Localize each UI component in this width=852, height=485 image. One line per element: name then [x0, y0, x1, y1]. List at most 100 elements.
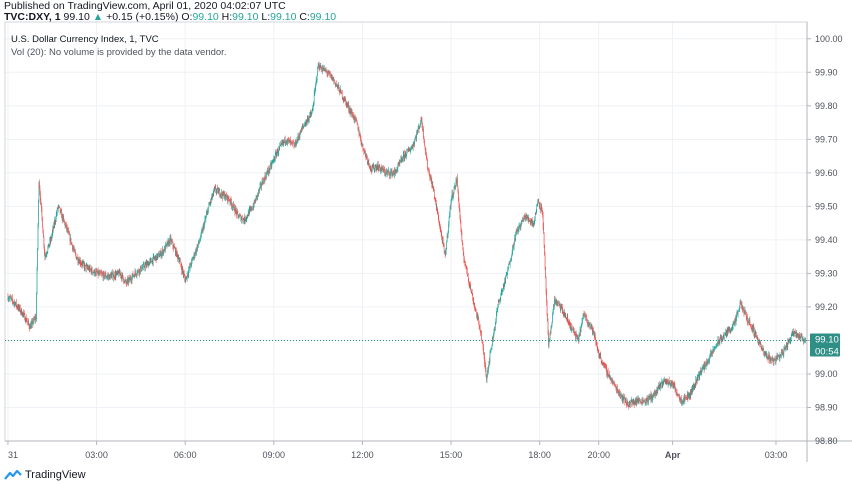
- candle: [164, 245, 166, 251]
- candle: [527, 215, 528, 219]
- candle: [363, 148, 365, 155]
- candle: [143, 261, 145, 266]
- candle-body: [215, 191, 217, 192]
- candle: [526, 213, 527, 221]
- candle: [130, 277, 132, 285]
- candle: [607, 367, 609, 378]
- candle-body: [595, 336, 596, 340]
- candle: [478, 316, 479, 325]
- candle-body: [158, 253, 159, 254]
- candle: [524, 215, 526, 222]
- candle-body: [508, 263, 510, 265]
- candle-body: [355, 119, 357, 120]
- candle-body: [653, 394, 654, 396]
- candle: [167, 238, 169, 245]
- candle: [52, 226, 54, 233]
- candle-body: [272, 161, 273, 164]
- candle: [541, 203, 542, 211]
- candle: [98, 270, 99, 276]
- candle-body: [169, 237, 171, 244]
- candle-body: [601, 362, 603, 364]
- candle-body: [228, 199, 230, 201]
- candle: [85, 264, 87, 272]
- candle: [198, 241, 200, 245]
- candle-body: [120, 275, 122, 277]
- candle-body: [163, 250, 164, 254]
- candle-body: [101, 273, 103, 275]
- candle: [137, 270, 138, 276]
- time-axis[interactable]: 31 03:00 06:00 09:00 12:00 15:00 18:00 20:00 Apr…: [7, 441, 787, 460]
- candle-body: [800, 335, 802, 336]
- candle: [288, 136, 289, 145]
- x-tick-label: 06:00: [174, 450, 197, 460]
- candle: [151, 257, 153, 265]
- candle: [801, 332, 802, 337]
- candle-body: [49, 240, 51, 245]
- candle-body: [88, 267, 90, 271]
- candle-body: [573, 329, 574, 331]
- footer-brand[interactable]: TradingView: [4, 469, 86, 481]
- candle: [739, 299, 741, 309]
- candle-body: [151, 261, 152, 264]
- candle-body: [58, 205, 60, 207]
- candle-body: [374, 166, 376, 170]
- candle: [603, 361, 605, 368]
- candle: [565, 316, 567, 320]
- candle-body: [451, 198, 452, 200]
- candle-body: [783, 353, 784, 355]
- candle: [11, 297, 12, 301]
- candle-body: [356, 119, 357, 121]
- candle: [34, 316, 35, 321]
- candle: [328, 70, 329, 74]
- candle: [340, 88, 342, 94]
- candle: [255, 198, 256, 204]
- candle-body: [761, 348, 763, 350]
- candle-body: [191, 259, 192, 265]
- candle-body: [408, 149, 409, 151]
- candle-body: [764, 351, 766, 353]
- candle-body: [293, 143, 295, 147]
- candle: [415, 134, 417, 143]
- candle: [26, 317, 27, 323]
- chart-legend-title[interactable]: U.S. Dollar Currency Index, 1, TVC: [11, 34, 159, 45]
- candle-body: [38, 200, 39, 226]
- candle-body: [411, 147, 412, 148]
- candle-body: [321, 67, 322, 71]
- candle: [91, 265, 92, 275]
- candle: [434, 189, 435, 200]
- candle-body: [367, 161, 369, 163]
- candle-body: [749, 320, 750, 323]
- candle-body: [252, 206, 254, 209]
- candle: [326, 70, 328, 78]
- candle: [189, 262, 190, 269]
- candle: [729, 327, 731, 332]
- candle: [414, 136, 416, 141]
- candle: [707, 358, 709, 366]
- candle: [770, 355, 771, 364]
- price-axis[interactable]: 100.0099.9099.8099.7099.6099.5099.4099.3…: [807, 34, 843, 446]
- candle: [353, 116, 355, 123]
- candle-body: [725, 333, 726, 335]
- candle: [39, 179, 40, 189]
- candle: [692, 383, 694, 392]
- candle: [592, 325, 593, 336]
- candle: [740, 301, 742, 305]
- candle: [724, 332, 726, 337]
- candle-body: [443, 246, 445, 252]
- candle: [243, 217, 245, 221]
- candle-body: [492, 337, 493, 346]
- y-tick-label: 99.90: [815, 67, 838, 77]
- candle: [479, 325, 480, 330]
- candle-body: [538, 200, 539, 203]
- candle-body: [221, 191, 222, 195]
- candle: [714, 345, 715, 352]
- candle-body: [615, 386, 616, 387]
- symbol-name[interactable]: TVC:DXY, 1: [4, 11, 61, 23]
- candle-body: [228, 196, 229, 200]
- candle: [676, 389, 678, 398]
- candle: [128, 277, 129, 286]
- candle-body: [11, 298, 12, 299]
- candle: [75, 252, 77, 259]
- candle: [69, 233, 71, 246]
